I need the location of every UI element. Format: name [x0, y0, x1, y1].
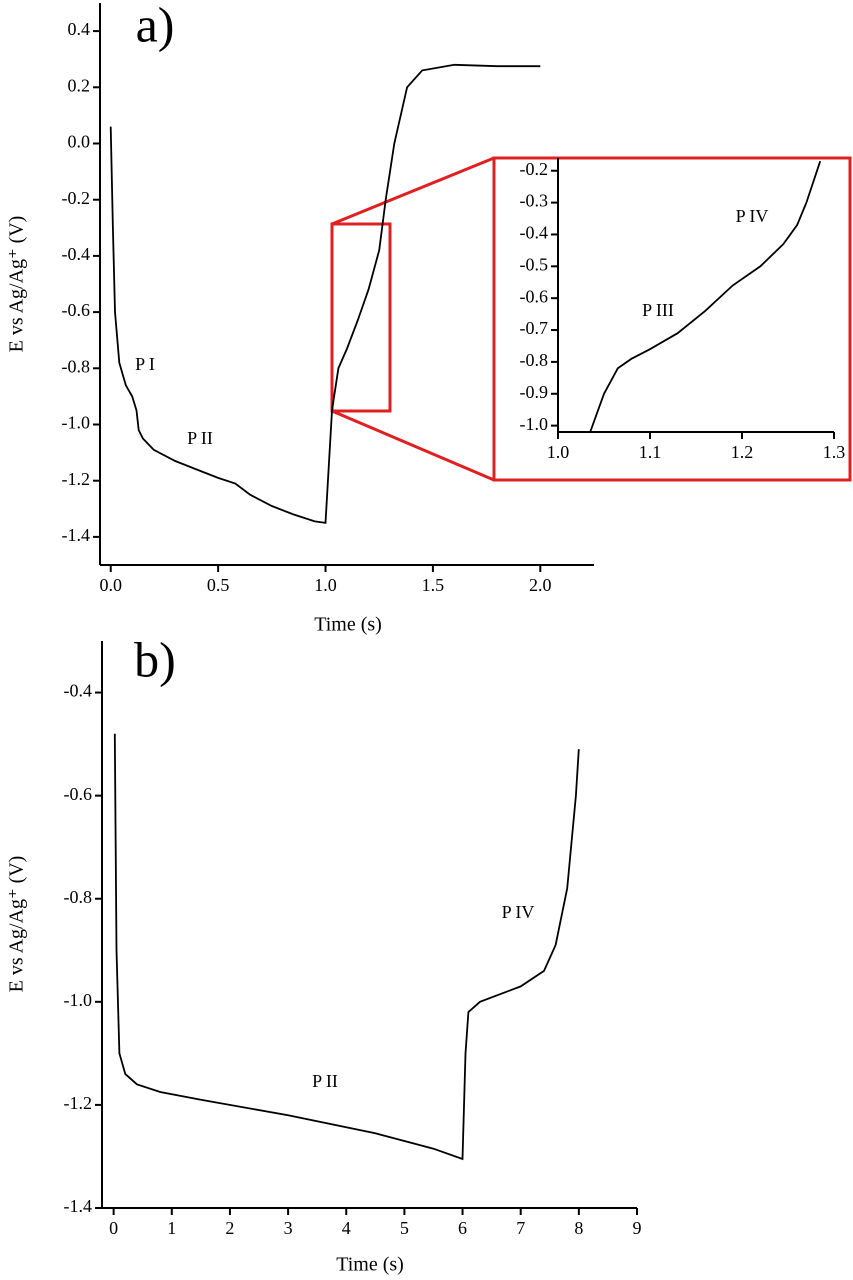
x-axis-title: Time (s) — [314, 614, 382, 636]
y-tick-label: -0.6 — [64, 784, 93, 804]
x-tick-label: 1.5 — [422, 575, 445, 595]
y-tick-label: -1.4 — [62, 525, 91, 545]
y-axis-title: E vs Ag/Ag⁺ (V) — [6, 856, 28, 993]
annotation: P III — [642, 300, 674, 320]
x-tick-label: 6 — [458, 1218, 467, 1238]
zoom-connector — [331, 156, 495, 226]
y-tick-label: -0.9 — [520, 382, 549, 402]
panel-label: a) — [136, 0, 175, 52]
annotation: P I — [135, 354, 155, 374]
zoom-connector — [331, 409, 495, 482]
data-line — [113, 733, 580, 1161]
y-tick-label: -0.5 — [520, 254, 549, 274]
annotation: P II — [312, 1071, 338, 1091]
y-tick-label: -0.3 — [520, 191, 549, 211]
x-tick-label: 7 — [516, 1218, 525, 1238]
y-tick-label: -0.8 — [520, 350, 549, 370]
y-tick-label: 0.2 — [68, 75, 91, 95]
annotation: P II — [187, 428, 213, 448]
x-tick-label: 0.0 — [99, 575, 122, 595]
y-tick-label: -0.2 — [520, 159, 549, 179]
x-tick-label: 1.3 — [823, 442, 846, 462]
x-tick-label: 3 — [284, 1218, 293, 1238]
x-axis-title: Time (s) — [336, 1254, 404, 1276]
x-tick-label: 1.1 — [639, 442, 662, 462]
x-tick-label: 1.2 — [731, 442, 754, 462]
x-tick-label: 0.5 — [207, 575, 230, 595]
y-tick-label: -0.8 — [62, 356, 91, 376]
x-tick-label: 8 — [574, 1218, 583, 1238]
x-tick-label: 1 — [167, 1218, 176, 1238]
x-tick-label: 2.0 — [529, 575, 552, 595]
y-tick-label: -0.4 — [520, 223, 549, 243]
zoom-box — [330, 222, 392, 413]
y-axis-title: E vs Ag/Ag⁺ (V) — [6, 216, 28, 353]
x-tick-label: 0 — [109, 1218, 118, 1238]
y-tick-label: -1.0 — [64, 990, 93, 1010]
y-tick-label: -0.7 — [520, 318, 549, 338]
x-tick-label: 1.0 — [314, 575, 337, 595]
y-tick-label: -0.6 — [520, 286, 549, 306]
data-line — [589, 160, 822, 433]
y-tick-label: -1.0 — [520, 414, 549, 434]
annotation: P IV — [502, 902, 535, 922]
y-tick-label: -1.0 — [62, 413, 91, 433]
annotation: P IV — [736, 206, 769, 226]
x-tick-label: 4 — [342, 1218, 351, 1238]
y-tick-label: 0.0 — [68, 132, 91, 152]
y-tick-label: -1.4 — [64, 1196, 93, 1216]
x-tick-label: 1.0 — [547, 442, 570, 462]
data-line — [109, 63, 541, 524]
panel-label: b) — [134, 631, 176, 687]
y-tick-label: -0.4 — [62, 244, 91, 264]
x-tick-label: 5 — [400, 1218, 409, 1238]
y-tick-label: -0.4 — [64, 681, 93, 701]
y-tick-label: -0.6 — [62, 300, 91, 320]
y-tick-label: -1.2 — [62, 469, 91, 489]
y-tick-label: -0.2 — [62, 188, 91, 208]
y-tick-label: -0.8 — [64, 887, 93, 907]
y-tick-label: -1.2 — [64, 1093, 93, 1113]
y-tick-label: 0.4 — [68, 19, 91, 39]
x-tick-label: 2 — [225, 1218, 234, 1238]
x-tick-label: 9 — [633, 1218, 642, 1238]
